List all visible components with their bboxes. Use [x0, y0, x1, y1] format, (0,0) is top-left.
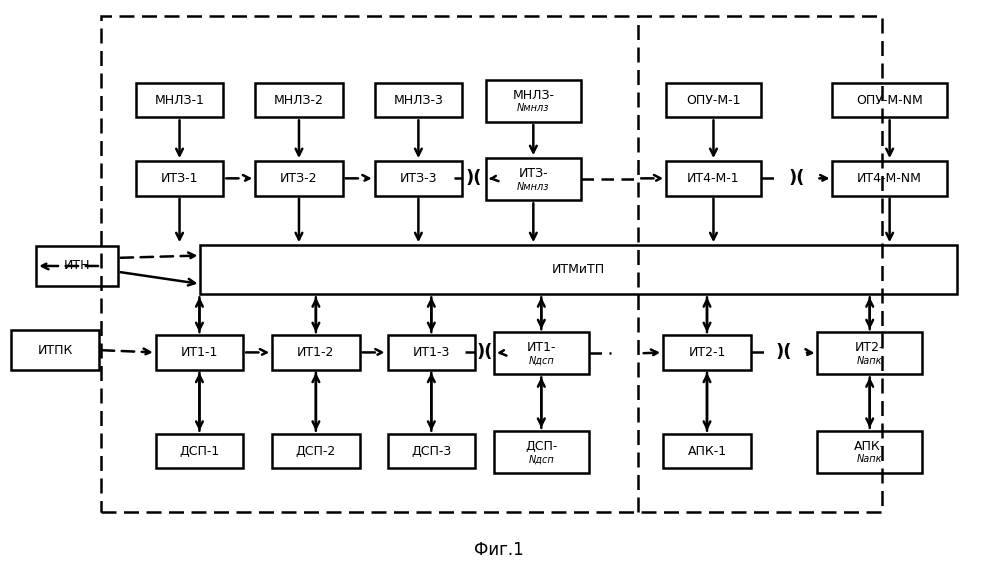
- FancyBboxPatch shape: [667, 83, 760, 117]
- Text: Nмнлз: Nмнлз: [517, 182, 550, 192]
- Text: ИТ4-М-1: ИТ4-М-1: [688, 172, 740, 185]
- FancyBboxPatch shape: [387, 434, 475, 469]
- Text: ИТЗ-2: ИТЗ-2: [280, 172, 317, 185]
- FancyBboxPatch shape: [156, 335, 244, 370]
- Text: МНЛЗ-3: МНЛЗ-3: [393, 93, 443, 107]
- FancyBboxPatch shape: [486, 158, 581, 201]
- FancyBboxPatch shape: [494, 431, 589, 473]
- Text: ИТН: ИТН: [64, 259, 90, 272]
- Text: Nмнлз: Nмнлз: [517, 103, 550, 114]
- Text: АПК-: АПК-: [854, 440, 885, 452]
- Text: Nдсп: Nдсп: [528, 356, 554, 366]
- FancyBboxPatch shape: [255, 83, 342, 117]
- FancyBboxPatch shape: [817, 332, 922, 374]
- FancyBboxPatch shape: [272, 434, 359, 469]
- Text: ДСП-: ДСП-: [525, 440, 558, 452]
- FancyBboxPatch shape: [136, 161, 224, 196]
- FancyBboxPatch shape: [832, 83, 947, 117]
- Text: ИТ4-М-NМ: ИТ4-М-NМ: [857, 172, 922, 185]
- Text: ИТ2-1: ИТ2-1: [689, 346, 726, 359]
- Text: ИТЗ-1: ИТЗ-1: [161, 172, 199, 185]
- Text: ИТЗ-3: ИТЗ-3: [399, 172, 437, 185]
- Text: ИТ1-3: ИТ1-3: [412, 346, 450, 359]
- Text: Nапк: Nапк: [857, 455, 882, 465]
- Text: МНЛЗ-1: МНЛЗ-1: [155, 93, 205, 107]
- FancyBboxPatch shape: [494, 332, 589, 374]
- FancyBboxPatch shape: [817, 431, 922, 473]
- FancyBboxPatch shape: [667, 161, 760, 196]
- FancyBboxPatch shape: [486, 80, 581, 122]
- FancyBboxPatch shape: [374, 83, 462, 117]
- Text: ИТЗ-: ИТЗ-: [519, 167, 548, 180]
- Text: ДСП-1: ДСП-1: [180, 445, 220, 458]
- Text: ОПУ-М-1: ОПУ-М-1: [687, 93, 741, 107]
- FancyBboxPatch shape: [255, 161, 342, 196]
- FancyBboxPatch shape: [272, 335, 359, 370]
- FancyBboxPatch shape: [387, 335, 475, 370]
- Text: ОПУ-М-NМ: ОПУ-М-NМ: [856, 93, 923, 107]
- Text: МНЛЗ-: МНЛЗ-: [512, 89, 554, 101]
- FancyBboxPatch shape: [374, 161, 462, 196]
- Text: ИТПК: ИТПК: [38, 343, 73, 357]
- FancyBboxPatch shape: [832, 161, 947, 196]
- FancyBboxPatch shape: [36, 246, 118, 286]
- FancyBboxPatch shape: [11, 331, 99, 370]
- Text: ИТ1-1: ИТ1-1: [181, 346, 219, 359]
- Text: ИТМиТП: ИТМиТП: [552, 264, 605, 276]
- Text: Nапк: Nапк: [857, 356, 882, 366]
- Text: МНЛЗ-2: МНЛЗ-2: [274, 93, 324, 107]
- Text: ДСП-3: ДСП-3: [411, 445, 451, 458]
- FancyBboxPatch shape: [201, 245, 957, 294]
- Text: )(: )(: [476, 343, 493, 361]
- FancyBboxPatch shape: [664, 434, 750, 469]
- FancyBboxPatch shape: [664, 335, 750, 370]
- Text: ИТ1-2: ИТ1-2: [297, 346, 334, 359]
- FancyBboxPatch shape: [156, 434, 244, 469]
- Text: Nдсп: Nдсп: [528, 455, 554, 465]
- Text: )(: )(: [788, 169, 804, 187]
- Text: АПК-1: АПК-1: [688, 445, 727, 458]
- Text: Фиг.1: Фиг.1: [474, 540, 524, 559]
- FancyBboxPatch shape: [136, 83, 224, 117]
- Text: )(: )(: [775, 343, 792, 361]
- Text: ИТ2-: ИТ2-: [855, 341, 884, 354]
- Text: ИТ1-: ИТ1-: [527, 341, 556, 354]
- Text: )(: )(: [466, 169, 482, 187]
- Text: ДСП-2: ДСП-2: [295, 445, 336, 458]
